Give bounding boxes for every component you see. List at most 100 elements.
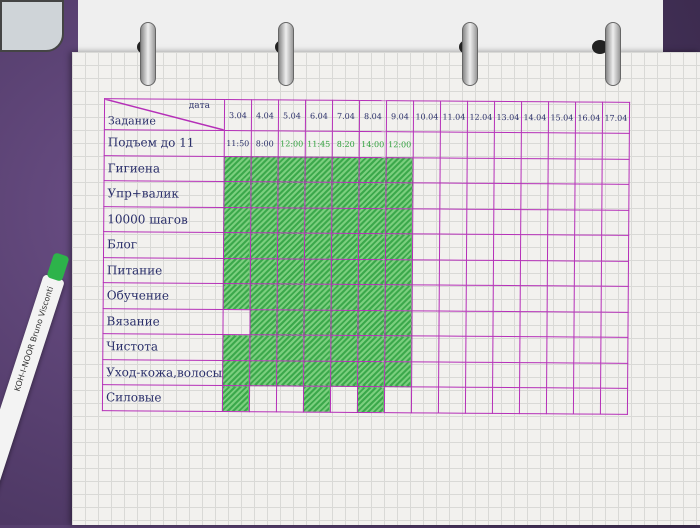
row-label: Упр+валик xyxy=(103,180,224,208)
habit-check-cell xyxy=(439,285,467,311)
wake-time-cell xyxy=(467,132,495,158)
wake-time-cell xyxy=(413,131,441,158)
habit-check-cell xyxy=(250,283,278,310)
habit-check-cell xyxy=(223,232,251,259)
habit-row: 10000 шагов xyxy=(103,206,629,236)
habit-check-cell xyxy=(547,234,575,261)
habit-check-cell xyxy=(330,386,358,412)
habit-check-cell xyxy=(222,334,250,361)
habit-check-cell xyxy=(519,311,548,337)
habit-check-cell xyxy=(331,284,359,310)
habit-check-cell xyxy=(222,309,251,335)
habit-row: Обучение xyxy=(103,282,629,312)
habit-check-cell xyxy=(438,387,466,413)
habit-check-cell xyxy=(465,361,493,388)
corner-cell: Задание дата xyxy=(104,98,225,131)
habit-check-cell xyxy=(223,156,252,182)
habit-check-cell xyxy=(385,208,413,234)
date-cell: 12.04 xyxy=(467,101,495,133)
habit-check-cell xyxy=(331,156,360,183)
date-cell: 3.04 xyxy=(224,99,252,131)
habit-check-cell xyxy=(304,207,332,234)
habit-check-cell xyxy=(465,336,493,362)
binder-ring xyxy=(605,22,621,86)
habit-check-cell xyxy=(304,156,333,183)
habit-check-cell xyxy=(574,260,602,287)
habit-check-cell xyxy=(601,235,629,261)
date-cell: 10.04 xyxy=(413,100,441,133)
header-row: Задание дата 3.04 4.04 5.04 6.04 7.04 8.04 9.0… xyxy=(104,98,630,134)
habit-check-cell xyxy=(601,286,629,312)
habit-check-cell xyxy=(303,386,331,412)
habit-check-cell xyxy=(600,362,628,389)
row-label: Обучение xyxy=(103,282,224,310)
habit-check-cell xyxy=(492,387,520,414)
binder-ring xyxy=(140,22,156,86)
habit-check-cell xyxy=(600,311,629,338)
habit-check-cell xyxy=(277,283,305,310)
habit-check-cell xyxy=(600,388,628,414)
habit-check-cell xyxy=(304,258,332,285)
habit-check-cell xyxy=(357,335,385,362)
habit-check-cell xyxy=(493,183,521,210)
habit-check-cell xyxy=(574,209,602,236)
habit-check-cell xyxy=(384,310,413,336)
habit-check-cell xyxy=(249,360,277,386)
marker-cap xyxy=(46,252,70,282)
habit-check-cell xyxy=(384,335,412,362)
habit-check-cell xyxy=(547,158,576,184)
habit-check-cell xyxy=(331,182,359,208)
habit-check-cell xyxy=(412,157,441,184)
habit-check-cell xyxy=(250,156,279,182)
habit-check-cell xyxy=(439,157,468,184)
habit-check-cell xyxy=(276,385,304,412)
ring-hole xyxy=(592,40,608,54)
habit-check-cell xyxy=(357,386,385,413)
habit-check-cell xyxy=(222,360,250,386)
habit-check-cell xyxy=(412,259,440,286)
habit-check-cell xyxy=(250,207,278,233)
habit-check-cell xyxy=(573,311,602,338)
habit-check-cell xyxy=(330,335,358,361)
date-cell: 5.04 xyxy=(278,99,306,132)
habit-check-cell xyxy=(331,207,359,234)
habit-check-cell xyxy=(438,310,467,337)
habit-check-cell xyxy=(466,157,495,184)
habit-check-cell xyxy=(439,183,467,209)
binder-ring xyxy=(462,22,478,86)
habit-check-cell xyxy=(601,209,629,236)
habit-check-cell xyxy=(384,386,412,413)
habit-check-cell xyxy=(466,285,494,311)
habit-check-cell xyxy=(385,259,413,285)
habit-check-cell xyxy=(547,285,575,312)
wake-up-row: Подъем до 11 11:50 8:00 12:00 11:45 8:20 14:0… xyxy=(104,129,630,159)
habit-row: Питание xyxy=(103,257,629,287)
wake-time-cell: 8:00 xyxy=(251,130,279,157)
habit-check-cell xyxy=(465,387,493,413)
habit-check-cell xyxy=(574,285,602,312)
habit-check-cell xyxy=(466,208,494,235)
wake-time-cell xyxy=(602,133,630,159)
wake-time-cell xyxy=(548,132,576,159)
marker-pen: KOH-I-NOOR Bruno Visconti xyxy=(0,274,65,528)
row-label: Подъем до 11 xyxy=(104,129,225,157)
habit-check-cell xyxy=(573,387,601,414)
habit-check-cell xyxy=(411,310,440,337)
habit-check-cell xyxy=(277,258,305,285)
habit-check-cell xyxy=(520,158,549,184)
habit-check-cell xyxy=(520,285,548,312)
habit-check-cell xyxy=(330,309,359,336)
habit-check-cell xyxy=(438,361,466,388)
habit-check-cell xyxy=(466,259,494,286)
habit-check-cell xyxy=(439,259,467,286)
habit-check-cell xyxy=(493,234,521,261)
habit-check-cell xyxy=(357,309,386,336)
date-cell: 7.04 xyxy=(332,100,360,132)
habit-check-cell xyxy=(546,362,574,388)
row-label: Вязание xyxy=(102,308,224,335)
habit-check-cell xyxy=(601,184,629,210)
habit-check-cell xyxy=(519,387,547,414)
habit-check-cell xyxy=(492,336,520,363)
habit-check-cell xyxy=(411,386,439,413)
habit-check-cell xyxy=(438,336,466,362)
